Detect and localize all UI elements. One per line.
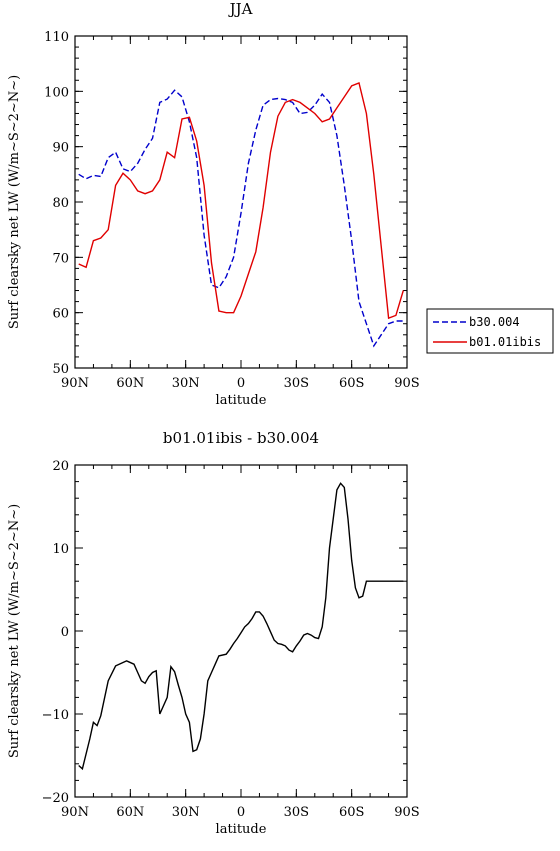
x-tick-label: 30N: [172, 805, 200, 820]
y-tick-label: 60: [52, 307, 69, 322]
x-axis-label: latitude: [216, 393, 267, 408]
x-tick-label: 90N: [61, 376, 89, 391]
x-axis-label: latitude: [216, 822, 267, 837]
series-line-1: [78, 482, 404, 771]
y-tick-label: 70: [52, 251, 69, 266]
plot-frame: [74, 35, 408, 369]
y-tick-label: 20: [52, 459, 69, 474]
plot-frame: [74, 464, 408, 798]
x-tick-label: 60N: [116, 376, 144, 391]
x-tick-label: 90N: [61, 805, 89, 820]
x-tick-label: 30S: [284, 376, 309, 391]
y-tick-label: 0: [61, 625, 69, 640]
chart-2: 90N 60N 30N 0 30S 60S 90S −20 −10 0 10 20 b01.01ibis…: [7, 429, 420, 837]
y-tick-label: −20: [42, 791, 69, 806]
y-tick-label: 10: [52, 542, 69, 557]
y-tick-label: 90: [52, 141, 69, 156]
x-tick-label: 30S: [284, 805, 309, 820]
chart-title: b01.01ibis - b30.004: [163, 429, 319, 447]
legend-box: [426, 308, 554, 354]
x-tick-label: 0: [237, 805, 245, 820]
y-tick-label: −10: [42, 708, 69, 723]
legend: b30.004 b01.01ibis: [426, 308, 554, 354]
legend-label: b01.01ibis: [469, 335, 541, 349]
series-line-2: [78, 82, 404, 320]
x-tick-label: 60S: [339, 376, 364, 391]
y-tick-label: 80: [52, 196, 69, 211]
x-tick-label: 90S: [394, 376, 419, 391]
y-tick-label: 100: [44, 85, 69, 100]
x-tick-label: 0: [237, 376, 245, 391]
y-tick-label: 50: [52, 362, 69, 377]
y-axis-label: Surf clearsky net LW (W/m~S~2~N~): [7, 75, 22, 329]
series-line-1: [78, 89, 404, 348]
y-tick-label: 110: [44, 30, 69, 45]
chart-title: JJA: [228, 0, 253, 18]
x-tick-label: 60N: [116, 805, 144, 820]
x-tick-label: 90S: [394, 805, 419, 820]
legend-label: b30.004: [469, 315, 520, 329]
x-tick-label: 60S: [339, 805, 364, 820]
y-axis-label: Surf clearsky net LW (W/m~S~2~N~): [7, 504, 22, 758]
chart-1: 90N 60N 30N 0 30S 60S 90S 50 60 70 80 90 100 110 JJA la…: [7, 0, 554, 408]
x-tick-label: 30N: [172, 376, 200, 391]
